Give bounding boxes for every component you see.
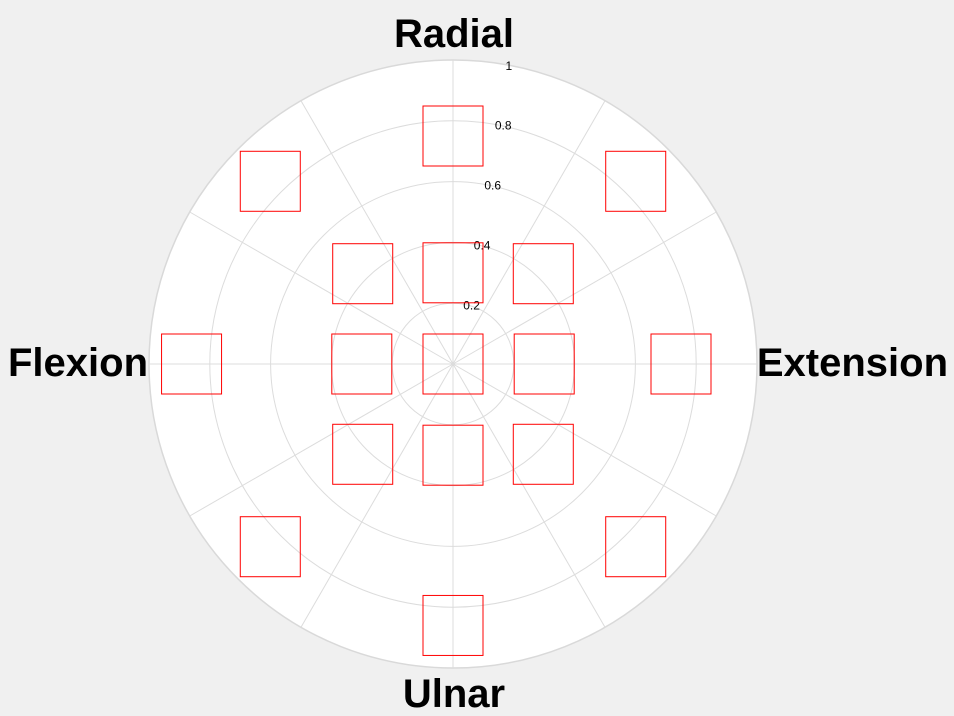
direction-label-ulnar: Ulnar (403, 674, 505, 714)
direction-label-radial: Radial (394, 14, 514, 54)
radial-tick-label: 0.6 (484, 179, 501, 193)
radial-tick-label: 0.2 (463, 298, 480, 312)
radial-tick-label: 1 (505, 59, 512, 73)
radial-tick-label: 0.8 (495, 119, 512, 133)
direction-label-flexion: Flexion (8, 343, 148, 383)
radial-tick-label: 0.4 (474, 238, 491, 252)
direction-label-extension: Extension (757, 343, 948, 383)
